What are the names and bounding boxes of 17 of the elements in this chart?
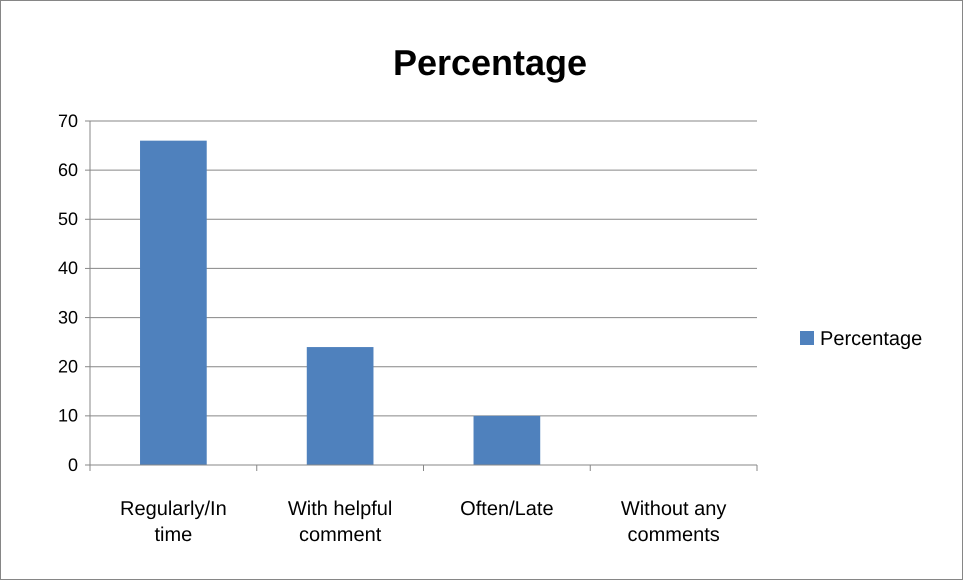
y-tick-label: 70	[58, 110, 78, 131]
chart-title: Percentage	[392, 42, 588, 83]
bar	[474, 416, 540, 465]
legend-label: Percentage	[820, 328, 922, 350]
x-tick-label: Often/Late	[460, 498, 554, 520]
y-tick-label: 50	[58, 209, 78, 230]
y-tick-label: 20	[58, 356, 78, 376]
x-tick-label: Regularly/In time	[120, 498, 227, 546]
y-tick-label: 30	[58, 307, 78, 328]
y-tick-label: 10	[58, 406, 78, 426]
bar	[140, 140, 207, 465]
y-tick-label: 60	[58, 160, 78, 180]
x-tick-label: Without any comments	[620, 498, 726, 546]
y-tick-label: 0	[68, 454, 78, 475]
x-tick-label: With helpful comment	[288, 498, 392, 546]
bar	[306, 347, 374, 465]
y-tick-label: 40	[58, 258, 78, 278]
